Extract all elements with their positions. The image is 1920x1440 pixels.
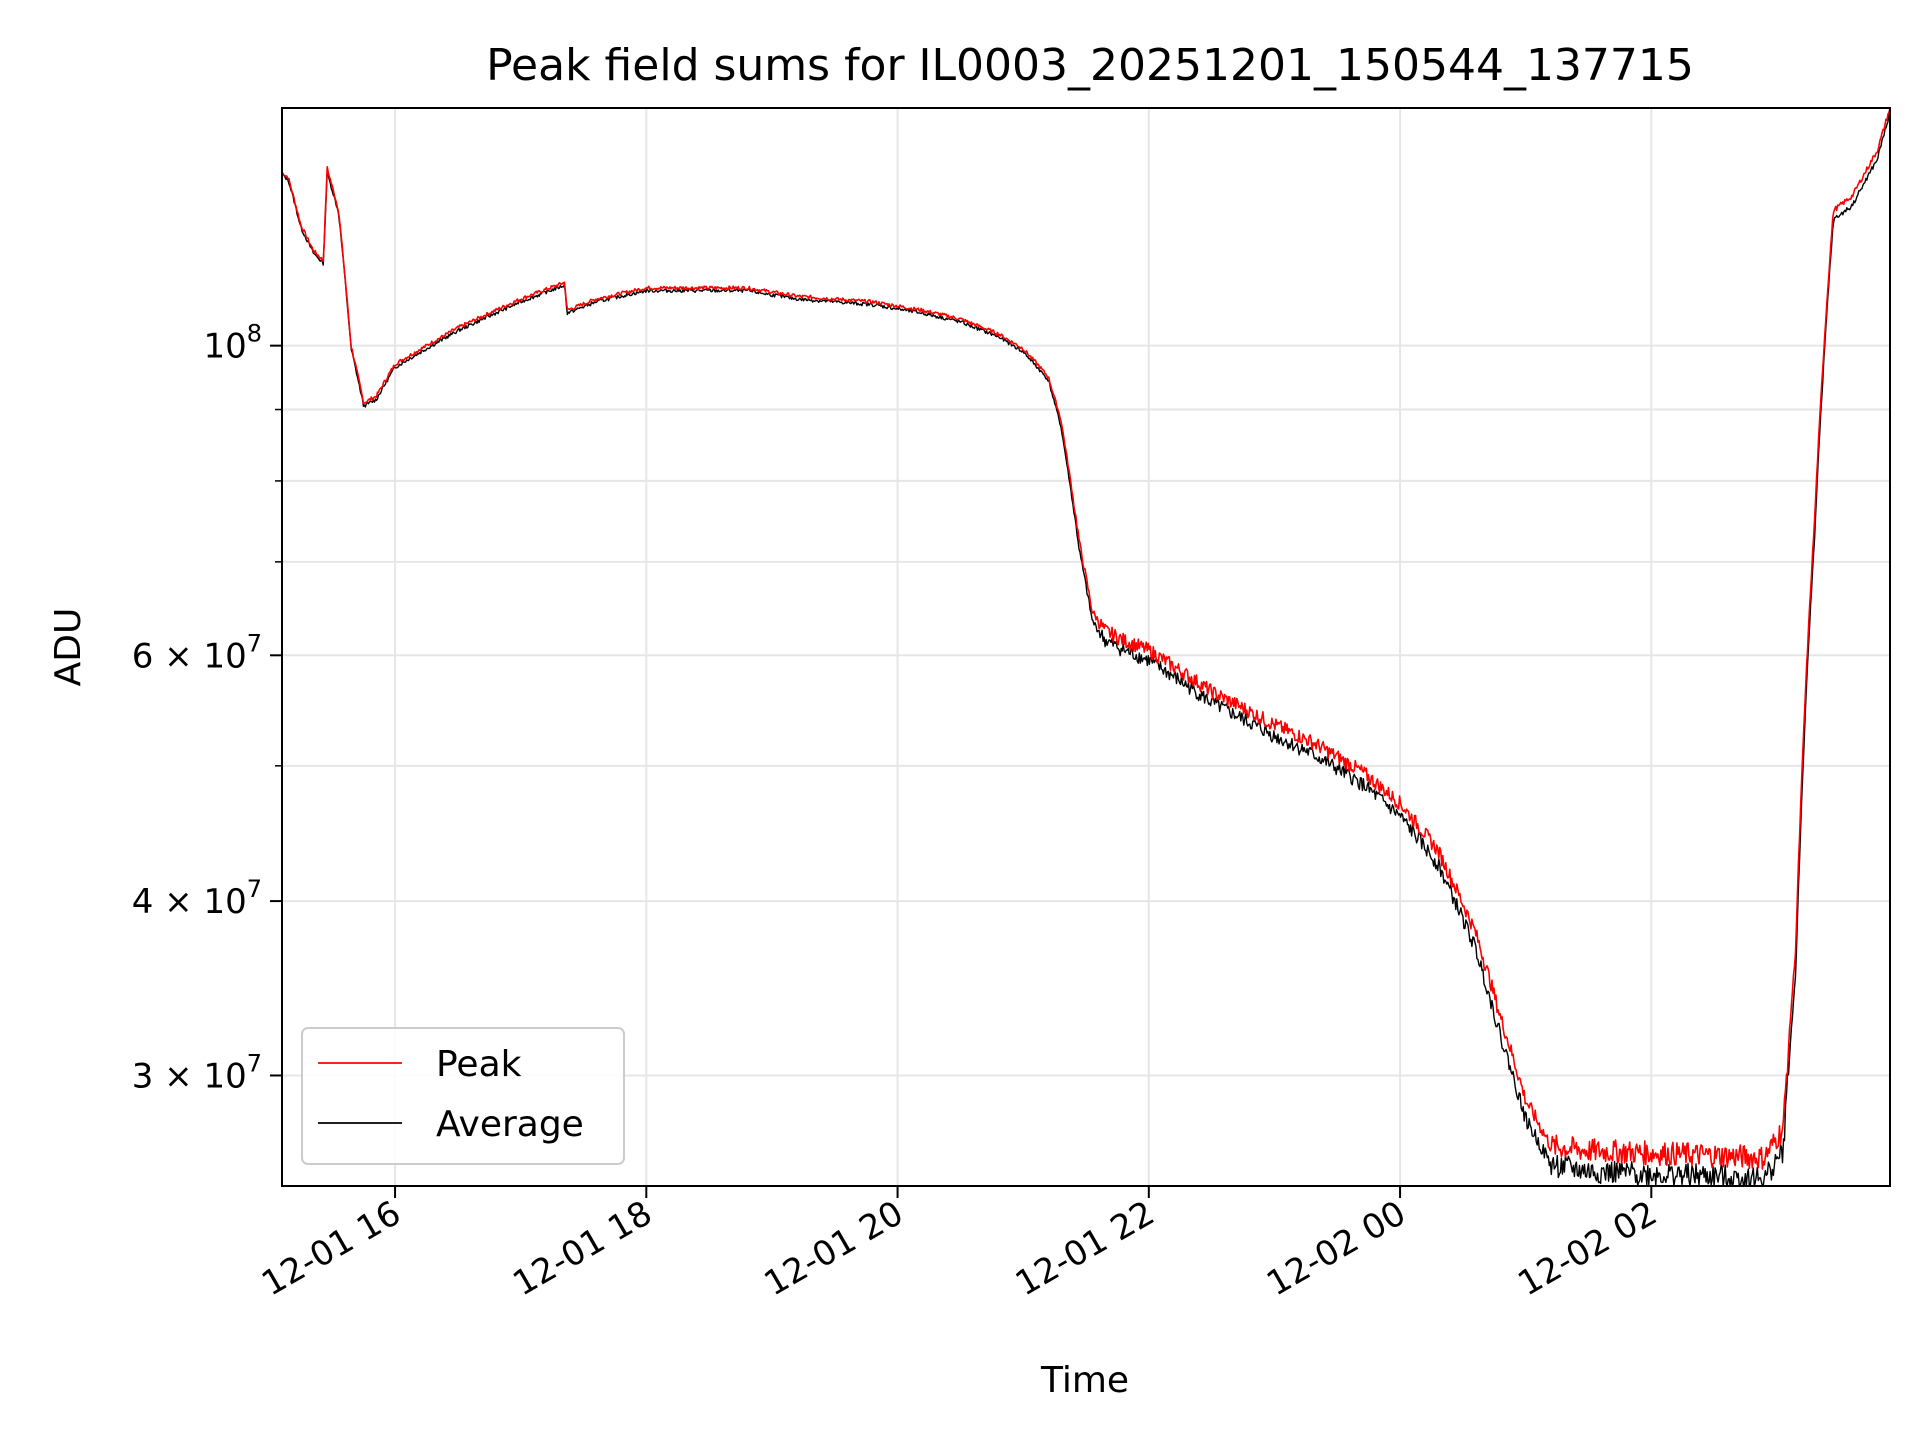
y-tick-label: 4 × 107 [132,875,262,922]
y-axis: 3 × 107 4 × 107 6 × 107 108 [132,320,282,1096]
y-tick-label: 3 × 107 [132,1049,262,1096]
series-lines [281,107,1891,1187]
legend-label-peak: Peak [436,1044,522,1085]
y-tick-label: 108 [203,320,262,367]
y-tick-label: 6 × 107 [132,629,262,676]
chart-title: Peak field sums for IL0003_20251201_1505… [486,40,1694,91]
legend: Peak Average [301,1027,625,1165]
series-line-peak [281,107,1891,1170]
series-line-average [281,109,1891,1187]
x-axis-title: Time [1040,1360,1129,1401]
y-axis-title: ADU [48,608,89,687]
legend-box [301,1027,625,1165]
plot-frame [281,107,1891,1187]
legend-label-average: Average [436,1104,584,1145]
gridlines [282,108,1890,1186]
